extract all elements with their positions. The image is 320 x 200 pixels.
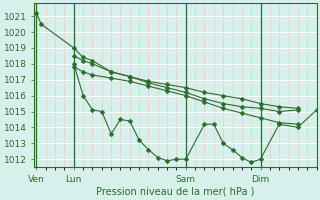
X-axis label: Pression niveau de la mer( hPa ): Pression niveau de la mer( hPa ): [96, 187, 254, 197]
